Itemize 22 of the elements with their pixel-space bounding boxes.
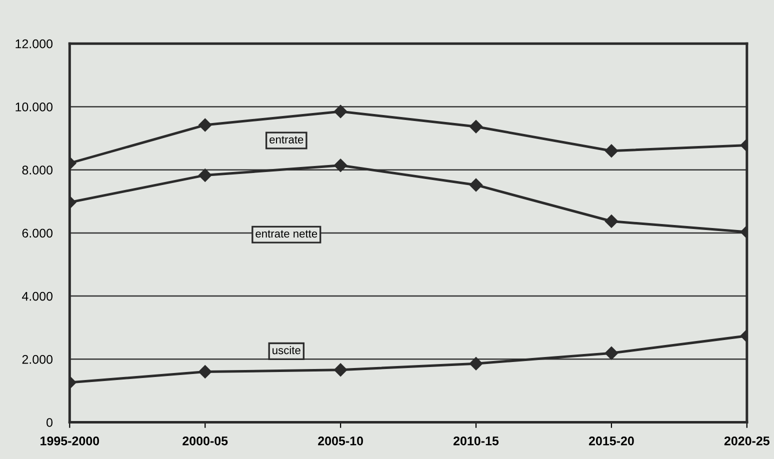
y-tick-label: 4.000 (22, 292, 53, 301)
series-label: entrate (270, 136, 304, 144)
x-tick-label: 2010-15 (454, 436, 499, 446)
x-tick-label: 1995-2000 (40, 436, 100, 446)
point (469, 120, 483, 134)
point (469, 178, 483, 192)
point (469, 356, 483, 370)
point (334, 158, 348, 172)
x-tick-label: 2020-25 (724, 436, 770, 446)
text: entrate nette (256, 230, 318, 238)
y-tick-label: 12.000 (16, 39, 53, 48)
x-tick-label: 2005-10 (318, 436, 363, 446)
point (334, 363, 348, 376)
y-tick-label: 2.000 (22, 354, 53, 364)
point (334, 104, 348, 118)
y-tick-label: 8.000 (22, 166, 53, 174)
x-tick-label: 2015-20 (588, 436, 634, 446)
x-tick-label: 2000-05 (182, 436, 228, 446)
y-tick-label: 10.000 (16, 102, 53, 112)
y-tick-label: 6.000 (22, 228, 53, 238)
y-tick-label: 0 (46, 418, 53, 427)
series-label: uscite (272, 346, 300, 354)
